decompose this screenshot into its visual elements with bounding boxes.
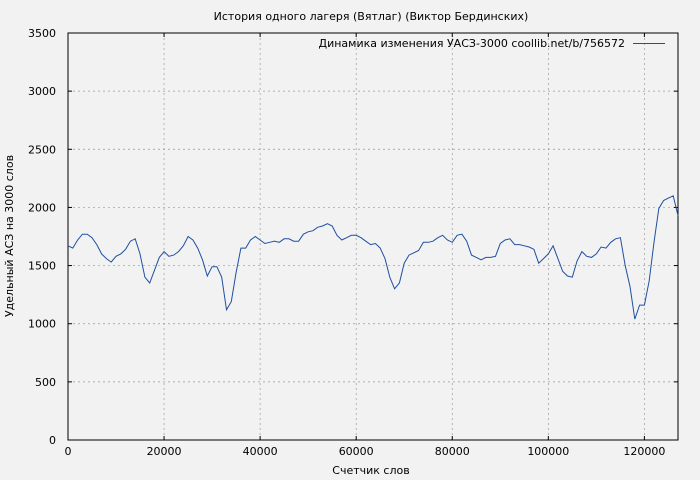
- x-tick-label: 80000: [435, 445, 470, 458]
- y-tick-label: 1500: [28, 260, 56, 273]
- y-tick-label: 0: [49, 434, 56, 447]
- x-tick-label: 120000: [623, 445, 665, 458]
- y-axis-ticks: 0 500 1000 1500 2000 2500 3000 3500: [28, 27, 678, 447]
- x-tick-label: 60000: [339, 445, 374, 458]
- x-tick-label: 20000: [147, 445, 182, 458]
- legend-label: Динамика изменения УАСЗ-3000 coollib.net…: [319, 37, 626, 50]
- y-tick-label: 500: [35, 376, 56, 389]
- legend: Динамика изменения УАСЗ-3000 coollib.net…: [319, 37, 665, 50]
- y-tick-label: 2500: [28, 143, 56, 156]
- y-tick-label: 3500: [28, 27, 56, 40]
- grid-lines: [68, 33, 678, 440]
- x-tick-label: 0: [65, 445, 72, 458]
- y-tick-label: 1000: [28, 318, 56, 331]
- chart-title: История одного лагеря (Вятлаг) (Виктор Б…: [214, 10, 529, 23]
- y-tick-label: 3000: [28, 85, 56, 98]
- x-axis-label: Счетчик слов: [332, 464, 409, 477]
- x-tick-label: 40000: [243, 445, 278, 458]
- y-tick-label: 2000: [28, 201, 56, 214]
- plot-frame: [67, 32, 679, 441]
- y-axis-label: Удельный АСЗ на 3000 слов: [3, 155, 16, 317]
- x-tick-label: 100000: [527, 445, 569, 458]
- series-line: [67, 195, 679, 320]
- x-axis-ticks: 0 20000 40000 60000 80000 100000 120000: [65, 33, 665, 458]
